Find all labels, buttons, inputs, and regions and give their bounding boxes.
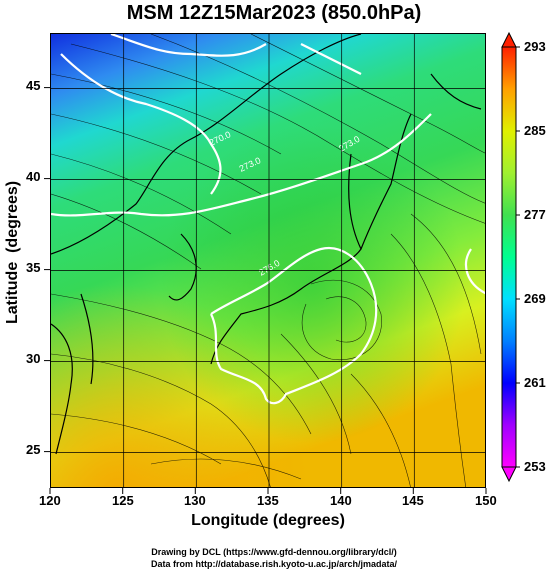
wind-streamlines xyxy=(51,34,485,487)
mid-region xyxy=(51,34,485,487)
x-tick-label: 120 xyxy=(39,493,61,508)
y-tick-label: 45 xyxy=(26,78,41,93)
temperature-wind-map: 270.0 273.0 273.0 276.0 xyxy=(50,33,486,488)
colorbar-label: 269 xyxy=(524,291,546,306)
colorbar-label: 261 xyxy=(524,375,546,390)
y-tick-label: 30 xyxy=(26,351,41,366)
chart-title: MSM 12Z15Mar2023 (850.0hPa) xyxy=(126,2,422,24)
credit-drawing: Drawing by DCL (https://www.gfd-dennou.o… xyxy=(151,547,397,557)
x-tick-label: 140 xyxy=(330,493,352,508)
colorbar xyxy=(501,31,520,483)
x-tick-label: 135 xyxy=(257,493,279,508)
coastlines xyxy=(51,34,482,455)
colorbar-label: 293 xyxy=(524,39,546,54)
y-axis-label: Latitude (degrees) xyxy=(4,180,21,324)
y-tick-label: 40 xyxy=(26,169,41,184)
colorbar-label: 277 xyxy=(524,207,546,222)
x-axis-label: Longitude (degrees) xyxy=(191,512,345,529)
colorbar-label: 285 xyxy=(524,123,546,138)
colorbar-top-arrow xyxy=(501,31,517,48)
x-tick-label: 145 xyxy=(402,493,424,508)
lat-lon-grid xyxy=(51,34,485,487)
colorbar-label: 253 xyxy=(524,459,546,474)
x-tick-label: 130 xyxy=(184,493,206,508)
x-tick-label: 150 xyxy=(475,493,497,508)
x-tick-label: 125 xyxy=(112,493,134,508)
credit-data-source: Data from http://database.rish.kyoto-u.a… xyxy=(150,559,398,569)
y-tick-label: 35 xyxy=(26,260,41,275)
map-canvas: 270.0 273.0 273.0 276.0 xyxy=(51,34,485,487)
colorbar-bottom-arrow xyxy=(501,466,517,483)
y-tick-label: 25 xyxy=(26,442,41,457)
